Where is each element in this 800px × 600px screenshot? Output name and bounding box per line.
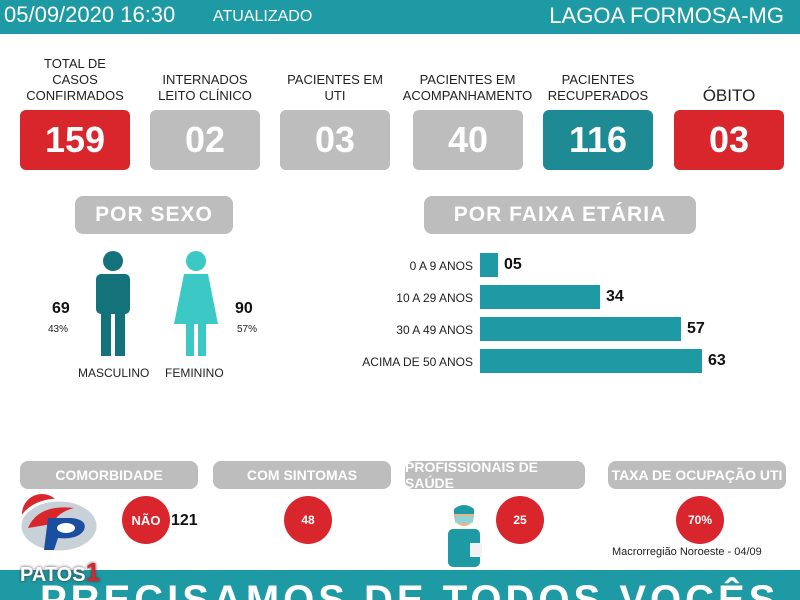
logo-word: PATOS [20,564,86,586]
update-datetime: 05/09/2020 16:30 [4,2,176,27]
male-percent: 43% [48,324,69,335]
patos1-logo-icon [18,498,100,554]
comorbidity-no-circle: NÃO [122,496,170,544]
stat-label: PACIENTES EM UTI [287,72,383,103]
male-label: MASCULINO [78,366,150,380]
age-bar-value: 57 [687,320,705,337]
male-icon [96,251,130,356]
logo-number: 1 [85,557,101,587]
section-title-sex: POR SEXO [75,196,233,234]
header-bar: 05/09/2020 16:30 ATUALIZADO LAGOA FORMOS… [0,0,800,34]
symptoms-value: 48 [284,496,332,544]
macro-region-note: Macrorregião Noroeste - 04/09 [612,546,762,558]
title-icu-rate: TAXA DE OCUPAÇÃO UTI [608,461,786,489]
age-bar-value: 05 [504,256,522,273]
stat-total-cases: TOTAL DE CASOS CONFIRMADOS 159 [20,56,130,170]
stat-label: TOTAL DE CASOS CONFIRMADOS [26,56,124,103]
age-bar-value: 63 [708,352,726,369]
age-bar [480,349,702,373]
stat-recovered: PACIENTES RECUPERADOS 116 [543,64,653,170]
stat-deaths: ÓBITO 03 [674,64,784,170]
health-workers-value: 25 [496,496,544,544]
title-health-workers: PROFISSIONAIS DE SAÚDE [405,459,585,491]
banner-text: PRECISAMOS DE TODOS VOCÊS [40,578,780,600]
comorbidity-no-value: 121 [171,512,198,529]
stat-icu: PACIENTES EM UTI 03 [280,64,390,170]
stat-hospitalized: INTERNADOS LEITO CLÍNICO 02 [150,64,260,170]
female-icon [174,251,218,356]
male-count: 69 [52,300,70,317]
title-comorbidity: COMORBIDADE [20,461,198,489]
stat-value: 40 [413,110,523,170]
age-group-label: 30 A 49 ANOS [396,323,473,337]
health-worker-icon [448,505,482,567]
female-label: FEMININO [165,366,224,380]
city-name: LAGOA FORMOSA-MG [549,3,784,28]
icu-rate-value: 70% [676,496,724,544]
stat-monitoring: PACIENTES EM ACOMPANHAMENTO 40 [402,64,533,170]
stat-value: 03 [674,110,784,170]
stat-label: ÓBITO [702,86,756,105]
age-bar [480,317,681,341]
updated-label: ATUALIZADO [213,8,313,25]
logo-text: PATOS1 [20,557,100,588]
title-symptoms: COM SINTOMAS [213,461,391,489]
female-percent: 57% [237,324,258,335]
stat-value: 02 [150,110,260,170]
stat-value: 03 [280,110,390,170]
age-bar-value: 34 [606,288,624,305]
section-title-age: POR FAIXA ETÁRIA [424,196,696,234]
stat-value: 116 [543,110,653,170]
stat-label: INTERNADOS LEITO CLÍNICO [158,72,252,103]
stat-label: PACIENTES RECUPERADOS [547,72,649,103]
age-group-label: 0 A 9 ANOS [409,259,473,273]
age-bar [480,253,498,277]
female-count: 90 [235,300,253,317]
age-bar [480,285,600,309]
bottom-banner: PRECISAMOS DE TODOS VOCÊS [0,570,800,600]
age-group-label: 10 A 29 ANOS [396,291,473,305]
stat-label: PACIENTES EM ACOMPANHAMENTO [402,72,533,103]
age-group-label: ACIMA DE 50 ANOS [362,355,473,369]
stat-value: 159 [20,110,130,170]
